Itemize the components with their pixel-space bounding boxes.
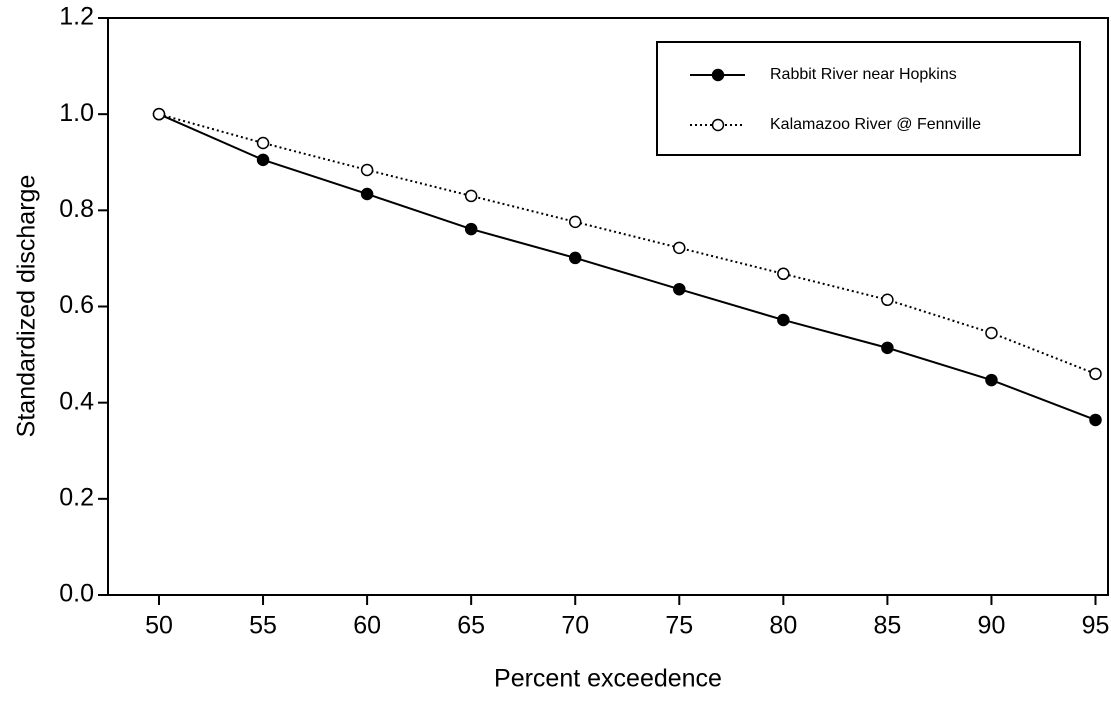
series-line (158, 113, 1096, 421)
point (1089, 367, 1102, 381)
x-tick-label: 65 (457, 612, 485, 640)
point (673, 241, 686, 255)
y-tick-label: 1.2 (59, 3, 94, 31)
point (152, 107, 166, 121)
point (985, 326, 998, 340)
x-tick-label: 55 (249, 612, 277, 640)
x-tick-label: 60 (353, 612, 381, 640)
x-tick-label: 75 (665, 612, 693, 640)
x-axis-label: Percent exceedence (494, 665, 722, 693)
y-axis-label: Standardized discharge (13, 175, 41, 438)
x-tick-label: 95 (1082, 612, 1110, 640)
y-tick-label: 0.8 (59, 195, 94, 223)
legend-marker (711, 68, 725, 82)
point (360, 187, 374, 201)
legend-label: Kalamazoo River @ Fennville (770, 116, 981, 133)
y-tick-label: 1.0 (59, 99, 94, 127)
x-tick-label: 85 (873, 612, 901, 640)
legend-marker (711, 118, 725, 132)
y-tick-label: 0.6 (59, 291, 94, 319)
x-tick-label: 70 (561, 612, 589, 640)
point (360, 163, 374, 177)
x-tick-label: 90 (978, 612, 1006, 640)
point (568, 215, 582, 229)
point (673, 282, 686, 296)
point (985, 373, 998, 387)
point (1089, 413, 1102, 427)
point (777, 267, 790, 281)
x-tick-label: 80 (769, 612, 797, 640)
y-tick-label: 0.0 (59, 580, 94, 608)
y-tick-label: 0.2 (59, 483, 94, 511)
point (256, 153, 270, 167)
point (777, 313, 790, 327)
legend-box (656, 41, 1081, 156)
point (568, 251, 582, 265)
series-line (158, 113, 1096, 375)
y-tick-label: 0.4 (59, 387, 94, 415)
point (464, 189, 478, 203)
point (464, 222, 478, 236)
point (881, 293, 894, 307)
legend-label: Rabbit River near Hopkins (770, 66, 957, 83)
point (881, 341, 894, 355)
point (256, 136, 270, 150)
x-tick-label: 50 (145, 612, 173, 640)
